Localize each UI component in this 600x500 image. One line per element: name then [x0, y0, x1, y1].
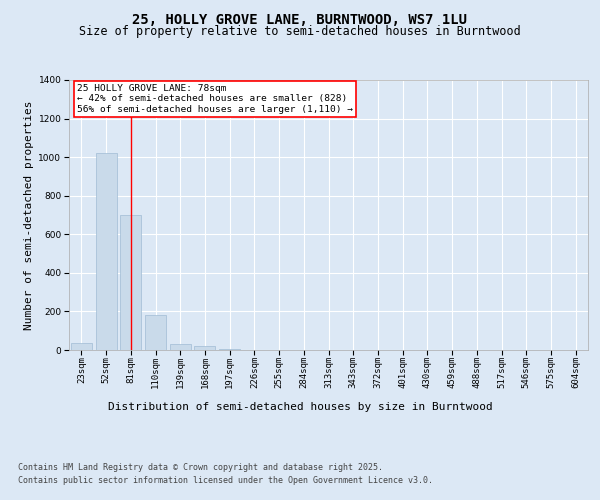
Bar: [194, 346, 215, 350]
Bar: [145, 316, 166, 350]
Bar: [120, 215, 141, 350]
Text: Distribution of semi-detached houses by size in Burntwood: Distribution of semi-detached houses by …: [107, 402, 493, 412]
Text: 25 HOLLY GROVE LANE: 78sqm
← 42% of semi-detached houses are smaller (828)
56% o: 25 HOLLY GROVE LANE: 78sqm ← 42% of semi…: [77, 84, 353, 114]
Bar: [71, 343, 92, 350]
Text: Contains HM Land Registry data © Crown copyright and database right 2025.: Contains HM Land Registry data © Crown c…: [18, 462, 383, 471]
Text: Size of property relative to semi-detached houses in Burntwood: Size of property relative to semi-detach…: [79, 25, 521, 38]
Bar: [219, 349, 240, 350]
Bar: [95, 154, 116, 350]
Bar: [170, 344, 191, 350]
Text: Contains public sector information licensed under the Open Government Licence v3: Contains public sector information licen…: [18, 476, 433, 485]
Y-axis label: Number of semi-detached properties: Number of semi-detached properties: [24, 100, 34, 330]
Text: 25, HOLLY GROVE LANE, BURNTWOOD, WS7 1LU: 25, HOLLY GROVE LANE, BURNTWOOD, WS7 1LU: [133, 12, 467, 26]
